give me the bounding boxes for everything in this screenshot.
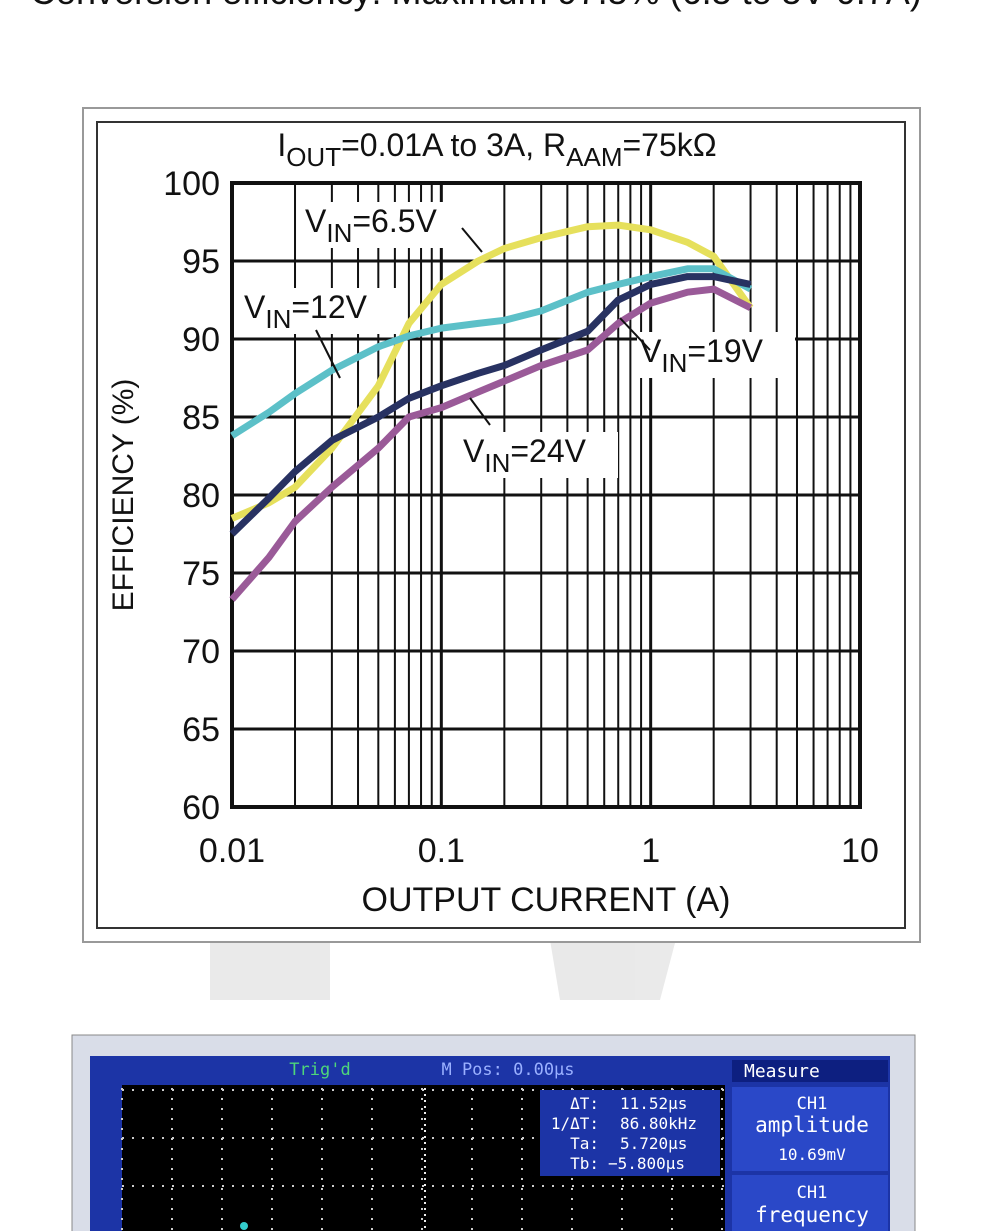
x-tick-label: 1 [641,832,660,870]
cursor-value: 11.52µs [620,1094,687,1113]
menu-header [732,1060,888,1082]
measure-box [732,1175,888,1231]
cursor-value: 5.720µs [620,1134,687,1153]
series-line [230,221,754,522]
label-bg [302,202,460,248]
series-line [229,285,753,602]
series-line [229,273,752,537]
y-tick-label: 70 [182,633,220,671]
y-tick-label: 65 [182,711,220,749]
legend-text: V [640,333,662,369]
y-tick-label: 95 [182,243,220,281]
legend-entry: VIN=19V [640,333,764,378]
series-line [230,265,753,439]
y-tick-label: 80 [182,477,220,515]
leader-line [315,329,341,379]
measure-kind: frequency [755,1203,869,1227]
cursor-value: 86.80kHz [620,1114,697,1133]
y-tick-label: 100 [163,165,220,203]
legend-entry: VIN=24V [463,433,587,478]
label-bg [241,288,399,334]
chart-title: IOUT=0.01A to 3A, RAAM=75kΩ [277,127,716,172]
legend-text: V [463,433,485,469]
y-tick-label: 75 [182,555,220,593]
measure-value: 10.69mV [778,1145,846,1164]
cursor-value: −5.800µs [608,1154,685,1173]
cursor-label: ΔT: [570,1094,599,1113]
x-tick-label: 0.1 [418,832,465,870]
y-tick-label: 90 [182,321,220,359]
measure-channel: CH1 [797,1094,828,1114]
leader-line [469,397,491,426]
legend-text: =19V [687,333,763,369]
cursor-label: Ta: [570,1134,599,1153]
x-tick-label: 10 [841,832,879,870]
oscilloscope: Trig'd M Pos: 0.00µs Measure ΔT: 1/ΔT: T… [71,1034,916,1231]
legend-text: =12V [291,289,367,325]
menu-title: Measure [744,1061,820,1082]
y-tick-label: 60 [182,789,220,827]
cursor-label: 1/ΔT: [551,1114,599,1133]
measure-box [732,1087,888,1171]
cursor-label: Tb: [570,1154,599,1173]
legend-text: IN [661,348,687,378]
chart: IOUT=0.01A to 3A, RAAM=75kΩ EFFICIENCY (… [107,127,879,919]
legend-text: =6.5V [352,203,437,239]
x-axis-label: OUTPUT CURRENT (A) [362,881,731,919]
legend-text: IN [265,304,291,334]
measure-kind: amplitude [755,1113,869,1137]
position: M Pos: 0.00µs [441,1060,574,1080]
legend-text: IN [326,218,352,248]
leader-line [461,227,483,253]
y-axis-label: EFFICIENCY (%) [107,379,140,612]
heading: Conversion efficiency: Maximum 97.5% (6.… [30,0,930,18]
legend-entry: VIN=12V [244,289,368,334]
plot-border [230,181,862,809]
legend-text: =24V [510,433,586,469]
legend-entry: VIN=6.5V [305,203,438,248]
x-tick-label: 0.01 [199,832,265,870]
leader-line [619,317,651,351]
label-bg [460,432,618,478]
trace-dot [240,1222,248,1230]
legend-text: V [244,289,266,325]
measure-channel: CH1 [797,1183,828,1203]
legend-text: IN [484,448,510,478]
figure-border [96,121,906,929]
legend-text: V [305,203,327,239]
label-bg [637,332,795,378]
cursor-box [540,1090,720,1176]
y-tick-label: 85 [182,399,220,437]
trigger-status: Trig'd [289,1060,350,1080]
